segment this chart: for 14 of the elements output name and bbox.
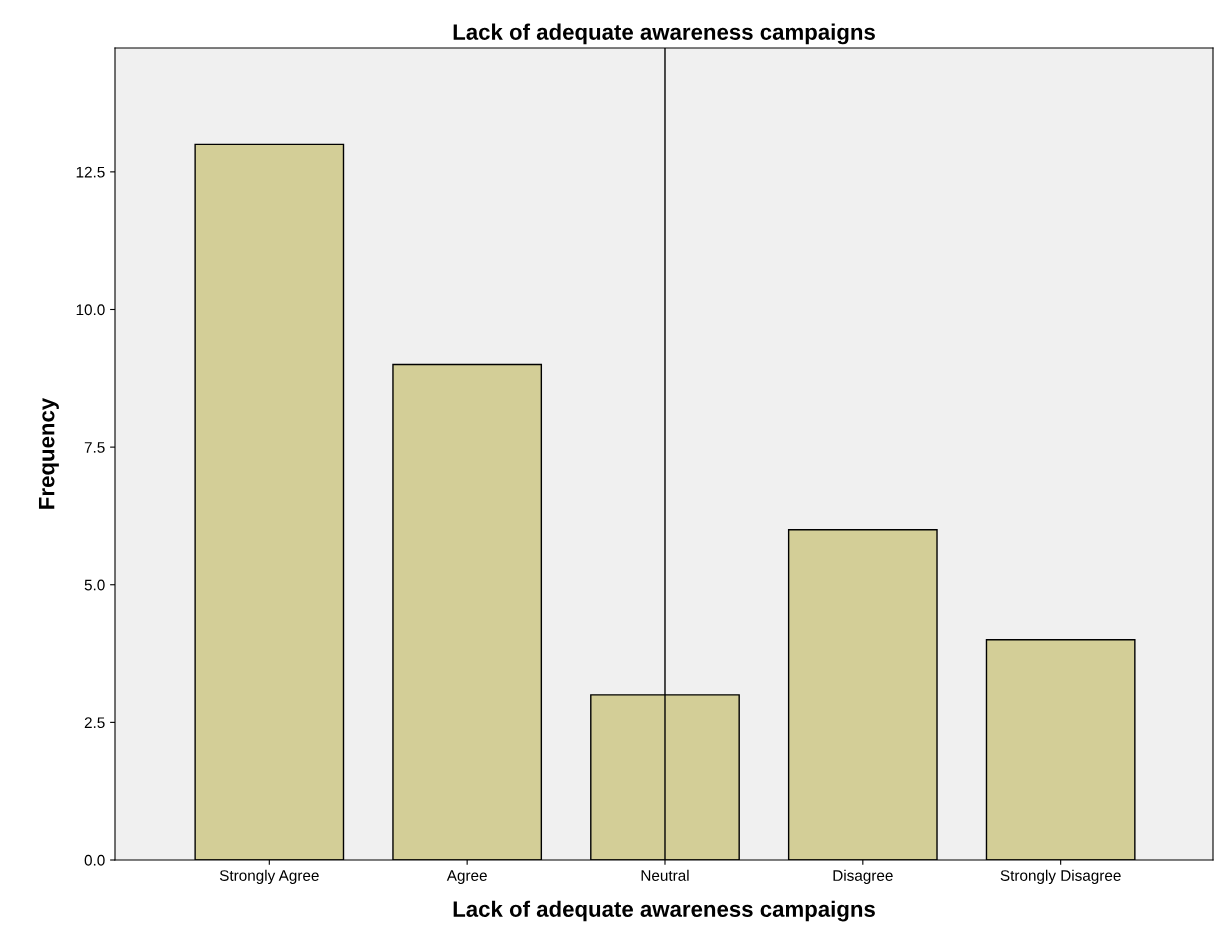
y-tick-label: 0.0 — [84, 854, 105, 866]
y-tick-label: 7.5 — [84, 442, 105, 453]
x-tick-label: Disagree — [833, 869, 893, 884]
y-tick-label: 12.5 — [76, 166, 105, 178]
x-tick-label: Strongly Disagree — [1000, 869, 1121, 884]
y-tick-label: 10.0 — [76, 304, 105, 316]
y-axis-title: Frequency — [38, 397, 59, 509]
y-tick-label: 5.0 — [84, 579, 105, 591]
y-tick-label: 2.5 — [84, 717, 105, 729]
x-tick-label: Strongly Agree — [219, 869, 319, 884]
x-axis-title: Lack of adequate awareness campaigns — [453, 900, 875, 922]
chart-title: Lack of adequate awareness campaigns — [453, 23, 875, 45]
x-tick-label: Agree — [446, 870, 487, 884]
x-tick-label: Neutral — [641, 869, 689, 881]
